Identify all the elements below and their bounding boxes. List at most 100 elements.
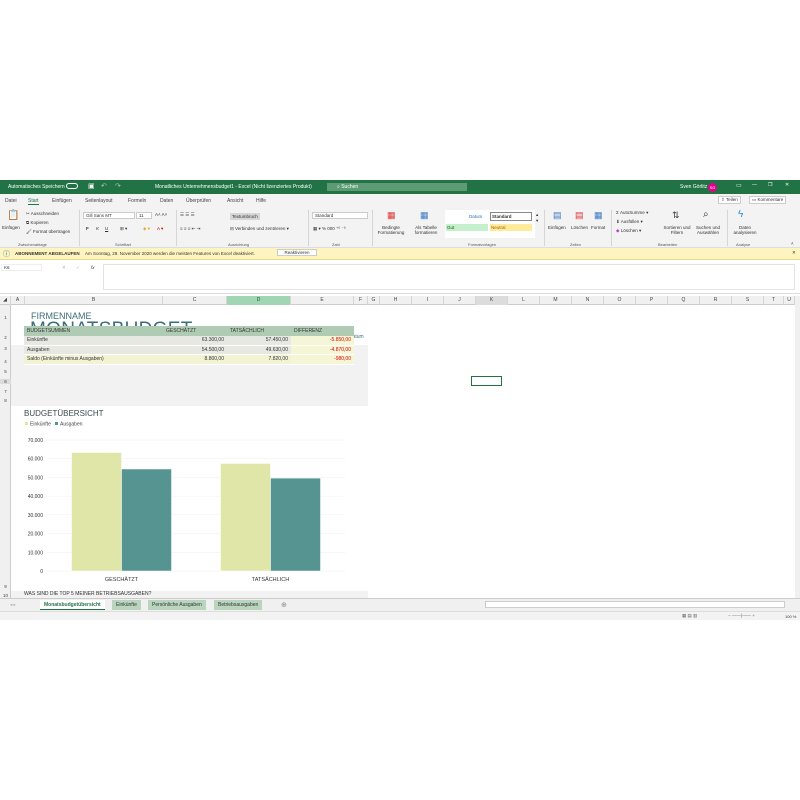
cell[interactable]: -4.870,00	[291, 345, 354, 355]
add-sheet-icon[interactable]: ⊕	[281, 602, 287, 609]
cell[interactable]: 49.630,00	[227, 345, 291, 355]
close-infobar-icon[interactable]: ✕	[792, 250, 796, 255]
cell[interactable]: Ausgaben	[24, 345, 163, 355]
search-input[interactable]: ⌕ Suchen	[327, 183, 467, 191]
font-name-select[interactable]: Gill Sans MT	[83, 212, 135, 219]
fill-button[interactable]: ⬇ Ausfüllen ▾	[616, 219, 643, 224]
format-painter-button[interactable]: 🖌 Format übertragen	[26, 229, 71, 234]
sheet-tab-persoenliche-ausgaben[interactable]: Persönliche Ausgaben	[148, 600, 206, 610]
autosave-toggle[interactable]	[66, 183, 78, 189]
col-header[interactable]: O	[604, 296, 636, 305]
col-header[interactable]: Q	[668, 296, 700, 305]
horizontal-scrollbar[interactable]	[485, 601, 785, 608]
align-left-icon[interactable]: ≡ ≡ ≡ ⇤ ⇥	[180, 226, 201, 231]
undo-icon[interactable]: ↶	[101, 183, 107, 190]
col-header[interactable]: J	[444, 296, 476, 305]
wrap-text-button[interactable]: Textumbruch	[230, 213, 260, 220]
cell[interactable]: Saldo (Einkünfte minus Ausgaben)	[24, 354, 163, 365]
col-header[interactable]: T	[764, 296, 784, 305]
col-header[interactable]: E	[291, 296, 354, 305]
row-header[interactable]: 5	[4, 369, 7, 374]
font-size-select[interactable]: 11	[136, 212, 152, 219]
cut-button[interactable]: ✂ Ausschneiden	[26, 211, 60, 216]
tab-start[interactable]: Start	[28, 198, 39, 205]
grow-font-icon[interactable]: A˄ A˅	[155, 212, 168, 217]
find-select-button[interactable]: Suchen und Auswählen	[695, 225, 721, 235]
currency-icon[interactable]: ▦ ▾ % 000 ⁺⁰ ⁻⁰	[313, 226, 346, 231]
row-header[interactable]: 3	[4, 346, 7, 351]
function-icon[interactable]: fx	[91, 265, 95, 270]
avatar[interactable]: SG	[708, 183, 717, 192]
reactivate-button[interactable]: Reaktivieren	[277, 249, 317, 256]
delete-cells-button[interactable]: Löschen	[571, 225, 589, 230]
collapse-ribbon-icon[interactable]: ˄	[791, 241, 794, 246]
number-format-select[interactable]: Standard	[312, 212, 368, 219]
col-header[interactable]: U	[784, 296, 795, 305]
bold-button[interactable]: F	[86, 226, 89, 231]
cell[interactable]: 54.500,00	[163, 345, 227, 355]
align-top-icon[interactable]: ☰ ☰ ☰	[180, 212, 195, 217]
cell[interactable]: 63.300,00	[163, 335, 227, 346]
conditional-format-button[interactable]: Bedingte Formatierung	[377, 225, 405, 235]
selected-cell-k6[interactable]	[471, 376, 502, 386]
clear-button[interactable]: ◆ Löschen ▾	[616, 228, 642, 233]
col-header[interactable]: C	[163, 296, 227, 305]
ribbon-display-icon[interactable]: ▭	[736, 183, 742, 189]
cell[interactable]: 8.800,00	[163, 354, 227, 365]
style-neutral[interactable]: Neutral	[490, 224, 532, 231]
italic-button[interactable]: K	[96, 226, 100, 231]
cell[interactable]: Einkünfte	[24, 335, 163, 346]
share-button[interactable]: ⇪ Teilen	[718, 196, 741, 204]
style-gut[interactable]: Gut	[446, 224, 488, 231]
select-all[interactable]: ◢	[0, 296, 11, 305]
view-normal-icon[interactable]: ▦ ▤ ▥	[682, 613, 698, 618]
name-box[interactable]: K6	[1, 264, 42, 271]
tab-ansicht[interactable]: Ansicht	[227, 198, 244, 204]
tab-hilfe[interactable]: Hilfe	[256, 198, 267, 204]
col-header[interactable]: A	[11, 296, 25, 305]
tab-scroll-icon[interactable]: ◂ ▸	[10, 602, 16, 607]
copy-button[interactable]: ⧉ Kopieren	[26, 220, 49, 225]
underline-button[interactable]: U	[105, 226, 109, 231]
format-as-table-button[interactable]: Als Tabelle formatieren	[414, 225, 438, 235]
zoom-slider[interactable]: − ——|—— +	[728, 613, 755, 618]
tab-ueberpruefen[interactable]: Überprüfen	[186, 198, 212, 204]
save-icon[interactable]: ▣	[88, 183, 95, 190]
row-header[interactable]: 8	[4, 398, 7, 403]
formula-input[interactable]	[103, 264, 795, 290]
col-header[interactable]: P	[636, 296, 668, 305]
cancel-icon[interactable]: ✕	[62, 265, 66, 270]
sort-filter-button[interactable]: Sortieren und Filtern	[663, 225, 691, 235]
cell[interactable]: 7.820,00	[227, 354, 291, 365]
tab-datei[interactable]: Datei	[5, 198, 17, 204]
col-header[interactable]: L	[508, 296, 540, 305]
paste-icon[interactable]: 📋	[7, 210, 20, 221]
budget-chart[interactable]: Einkünfte Ausgaben 0 10.000 20.000 30.000 40.0…	[0, 418, 360, 588]
insert-cells-button[interactable]: Einfügen	[548, 225, 566, 230]
col-header[interactable]: G	[368, 296, 380, 305]
col-header[interactable]: M	[540, 296, 572, 305]
tab-daten[interactable]: Daten	[160, 198, 174, 204]
border-icon[interactable]: ⊞ ▾	[120, 226, 128, 231]
paste-button[interactable]: Einfügen	[2, 225, 20, 230]
row-header[interactable]: 2	[4, 335, 7, 340]
close-button[interactable]: ✕	[785, 182, 790, 188]
style-datum[interactable]: Datum	[469, 214, 483, 219]
styles-scroll[interactable]: ▴ ▾	[536, 212, 539, 223]
row-header[interactable]: 4	[4, 359, 7, 364]
merge-center-button[interactable]: ⊟ Verbinden und zentrieren ▾	[230, 226, 289, 231]
sheet-tab-einkuenfte[interactable]: Einkünfte	[112, 600, 141, 610]
enter-icon[interactable]: ✓	[76, 265, 80, 270]
sheet-tab-betriebsausgaben[interactable]: Betriebsausgaben	[214, 600, 263, 610]
vertical-scrollbar[interactable]	[795, 296, 800, 598]
cell[interactable]: -980,00	[291, 354, 354, 365]
col-header[interactable]: H	[380, 296, 412, 305]
sheet-tab-monatsbudget[interactable]: Monatsbudgetübersicht	[40, 600, 105, 610]
col-header[interactable]: N	[572, 296, 604, 305]
autosum-button[interactable]: Σ AutoSumme ▾	[616, 210, 649, 215]
row-header[interactable]: 6	[0, 379, 11, 384]
cell[interactable]: 57.450,00	[227, 335, 291, 346]
format-cells-button[interactable]: Format	[591, 225, 606, 230]
tab-formeln[interactable]: Formeln	[128, 198, 147, 204]
analyze-data-button[interactable]: Daten analysieren	[733, 225, 757, 235]
